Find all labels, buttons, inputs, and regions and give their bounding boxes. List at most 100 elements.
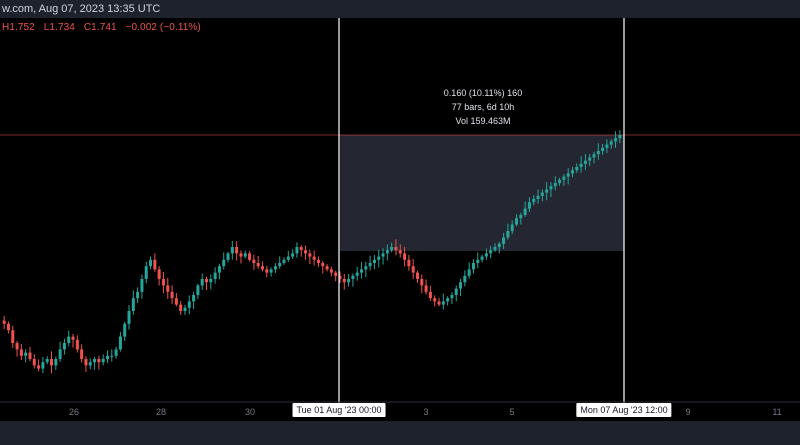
candle-body [411,266,415,273]
chart-title: w.com, Aug 07, 2023 13:35 UTC [2,3,161,15]
candle-body [286,256,290,260]
candle-body [437,301,441,305]
candle-body [329,269,333,273]
candle-body [549,186,553,190]
candle-body [153,259,157,270]
candle-body [84,359,88,366]
candle-body [166,285,170,292]
candle-body [463,275,467,283]
candle-body [19,349,23,356]
candle-body [601,147,605,151]
candle-body [614,138,618,142]
candle-body [71,336,75,340]
candle-body [217,266,221,273]
x-tick-30: 30 [244,407,256,417]
candle-body [381,253,385,257]
candle-body [575,167,579,171]
candle-body [105,355,109,359]
bottom-toolbar [0,421,800,445]
candle-body [183,307,187,311]
candle-body [360,269,364,273]
candle-body [15,343,19,350]
candle-body [88,362,92,366]
candle-body [256,263,260,267]
candle-body [32,359,36,366]
candle-body [265,269,269,273]
candle-body [446,298,450,302]
candle-body [62,343,66,350]
ohlc-close: C1.741 [83,22,117,33]
candle-body [131,298,135,311]
candle-body [540,192,544,196]
candle-body [144,266,148,279]
candle-body [304,250,308,254]
candle-body [596,151,600,155]
candle-body [471,263,475,270]
candle-body [161,279,165,286]
candle-body [428,291,432,299]
candle-body [248,253,252,260]
candle-body [179,304,183,311]
candle-body [476,259,480,263]
candle-body [562,176,566,180]
candle-body [295,247,299,254]
candle-body [260,266,264,270]
candle-body [527,202,531,209]
candle-body [424,285,428,292]
candle-body [316,259,320,263]
candle-body [398,250,402,254]
candle-body [502,237,506,244]
candle-body [308,253,312,257]
candle-body [187,301,191,308]
candle-body [377,256,381,260]
candle-body [545,189,549,193]
candle-body [235,247,239,254]
crosshair-end-date-flag: Mon 07 Aug '23 12:00 [576,403,672,417]
x-tick-28: 28 [155,407,167,417]
candle-body [355,272,359,276]
candle-body [192,295,196,302]
candle-body [489,250,493,254]
candle-body [467,269,471,276]
candle-body [149,259,153,267]
candle-body [588,157,592,161]
candle-body [114,349,118,356]
candle-body [570,170,574,174]
candle-body [213,272,217,279]
candle-body [493,247,497,251]
candle-body [385,250,389,254]
candle-body [532,199,536,203]
candle-body [368,263,372,267]
candle-body [415,272,419,279]
candle-body [579,163,583,167]
candle-body [252,259,256,263]
candle-body [536,195,540,199]
candle-body [118,336,122,350]
candle-body [205,279,209,283]
candle-body [54,359,58,366]
candle-body [222,259,226,267]
candle-body [6,323,10,331]
candle-body [273,266,277,270]
candle-body [196,285,200,295]
candle-body [45,359,49,363]
candle-body [558,179,562,183]
candle-body [519,215,523,219]
candle-body [605,144,609,148]
crosshair-start-date-flag: Tue 01 Aug '23 00:00 [292,403,386,417]
ohlc-low: L1.734 [43,22,75,33]
x-tick-5: 5 [509,407,515,417]
candle-body [110,355,114,357]
candle-body [2,320,6,324]
candle-body [441,301,445,305]
candle-body [497,243,501,247]
candle-body [174,298,178,305]
candle-body [515,218,519,225]
candle-body [50,359,54,366]
candle-body [170,291,174,299]
candle-body [200,279,204,286]
candle-body [583,160,587,164]
candle-body [80,349,84,359]
candle-body [566,173,570,177]
